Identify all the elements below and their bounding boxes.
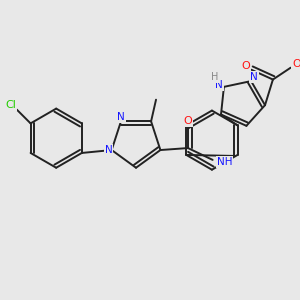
Text: N: N xyxy=(117,112,125,122)
Text: Cl: Cl xyxy=(5,100,16,110)
Text: N: N xyxy=(105,145,112,155)
Text: NH: NH xyxy=(217,157,232,167)
Text: O: O xyxy=(184,116,192,126)
Text: N: N xyxy=(250,72,258,82)
Text: N: N xyxy=(215,80,223,90)
Text: O: O xyxy=(241,61,250,71)
Text: H: H xyxy=(212,72,219,82)
Text: O: O xyxy=(292,59,300,69)
